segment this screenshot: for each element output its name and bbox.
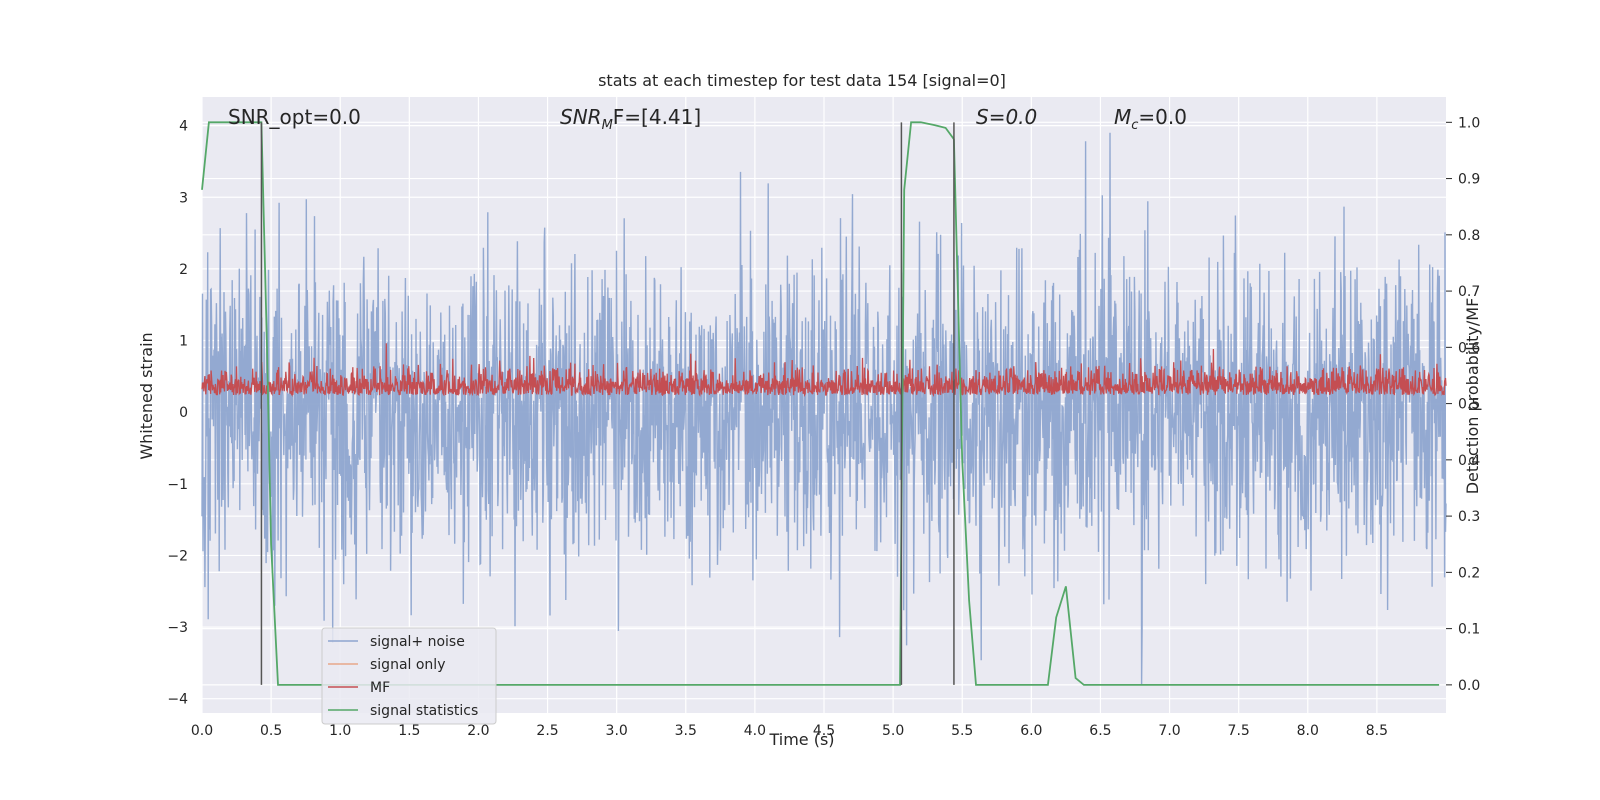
y2-tick-label: 0.3 bbox=[1458, 509, 1480, 525]
annotation-snr-opt: SNR_opt=0.0 bbox=[228, 105, 361, 129]
signal-statistics-line bbox=[201, 121, 1440, 686]
mf-series bbox=[201, 343, 1447, 398]
legend: signal+ noise signal only MF signal stat… bbox=[321, 627, 497, 725]
y2-tick-label: 0.5 bbox=[1458, 397, 1480, 413]
annotation-snr-mf-sub: M bbox=[602, 118, 613, 133]
x-tick-label: 6.0 bbox=[1020, 723, 1042, 739]
x-tick-label: 0.5 bbox=[260, 723, 282, 739]
y-tick-label: 3 bbox=[179, 190, 188, 206]
y2-tick-label: 0.8 bbox=[1458, 228, 1480, 244]
y2-tick-label: 0.0 bbox=[1458, 678, 1480, 694]
x-tick-label: 6.5 bbox=[1089, 723, 1111, 739]
annotation-mc: Mc=0.0 bbox=[1114, 105, 1187, 133]
annotation-mc-rest: =0.0 bbox=[1138, 105, 1187, 129]
signal-noise-series bbox=[201, 132, 1447, 685]
x-tick-label: 8.5 bbox=[1366, 723, 1388, 739]
y2-tick-label: 0.9 bbox=[1458, 172, 1480, 188]
y2-tick-label: 0.2 bbox=[1458, 565, 1480, 581]
legend-label-mf: MF bbox=[370, 680, 390, 696]
y-axis-ticks: 4 3 2 1 0 −1 −2 −3 −4 bbox=[167, 119, 188, 708]
y-tick-label: 0 bbox=[179, 405, 188, 421]
y-tick-label: 4 bbox=[179, 119, 188, 135]
x-tick-label: 2.0 bbox=[467, 723, 489, 739]
y-tick-label: −2 bbox=[167, 548, 188, 564]
legend-box bbox=[321, 627, 497, 725]
x-tick-label: 2.5 bbox=[536, 723, 558, 739]
y2-axis-label: Detection probability/MF bbox=[1463, 298, 1482, 495]
x-tick-label: 3.0 bbox=[606, 723, 628, 739]
vertical-markers bbox=[260, 122, 955, 685]
y2-tick-label: 0.1 bbox=[1458, 622, 1480, 638]
y2-tick-label: 0.4 bbox=[1458, 453, 1480, 469]
annotation-snr-mf-rest: F=[4.41] bbox=[613, 105, 701, 129]
y-tick-label: −1 bbox=[167, 477, 188, 493]
legend-label-signal-statistics: signal statistics bbox=[370, 703, 478, 719]
signal-noise-line bbox=[201, 132, 1447, 685]
x-tick-label: 0.0 bbox=[191, 723, 213, 739]
y2-axis-ticks: 1.0 0.9 0.8 0.7 0.6 0.5 0.4 0.3 0.2 0.1 0.0 bbox=[1446, 115, 1480, 694]
y-tick-label: 1 bbox=[179, 334, 188, 350]
signal-statistics-series bbox=[201, 121, 1440, 686]
x-tick-label: 4.5 bbox=[813, 723, 835, 739]
legend-label-signal-only: signal only bbox=[370, 657, 445, 673]
x-axis-ticks: 0.0 0.5 1.0 1.5 2.0 2.5 3.0 3.5 4.0 4.5 5.0 5.5 6.0 6… bbox=[191, 723, 1388, 739]
mf-line bbox=[201, 343, 1447, 398]
x-tick-label: 7.0 bbox=[1158, 723, 1180, 739]
y2-tick-label: 1.0 bbox=[1458, 115, 1480, 131]
x-tick-label: 7.5 bbox=[1228, 723, 1250, 739]
y-tick-label: 2 bbox=[179, 262, 188, 278]
annotation-snr-mf-base: SNR bbox=[560, 105, 602, 129]
annotation-s: S=0.0 bbox=[976, 105, 1037, 129]
annotation-mc-base: M bbox=[1114, 105, 1131, 129]
legend-label-signal-noise: signal+ noise bbox=[370, 634, 465, 650]
y-tick-label: −3 bbox=[167, 620, 188, 636]
y2-tick-label: 0.7 bbox=[1458, 284, 1480, 300]
x-axis-label: Time (s) bbox=[768, 730, 834, 749]
y-axis-label: Whitened strain bbox=[137, 332, 156, 459]
x-tick-label: 5.0 bbox=[882, 723, 904, 739]
x-tick-label: 8.0 bbox=[1297, 723, 1319, 739]
x-tick-label: 3.5 bbox=[675, 723, 697, 739]
x-tick-label: 1.0 bbox=[329, 723, 351, 739]
x-tick-label: 5.5 bbox=[951, 723, 973, 739]
chart-title: stats at each timestep for test data 154… bbox=[598, 71, 1006, 90]
y2-tick-label: 0.6 bbox=[1458, 340, 1480, 356]
x-tick-label: 4.0 bbox=[744, 723, 766, 739]
annotation-mc-sub: c bbox=[1131, 118, 1138, 133]
annotation-snr-mf: SNRMF=[4.41] bbox=[560, 105, 701, 133]
y-tick-label: −4 bbox=[167, 692, 188, 708]
x-tick-label: 1.5 bbox=[398, 723, 420, 739]
